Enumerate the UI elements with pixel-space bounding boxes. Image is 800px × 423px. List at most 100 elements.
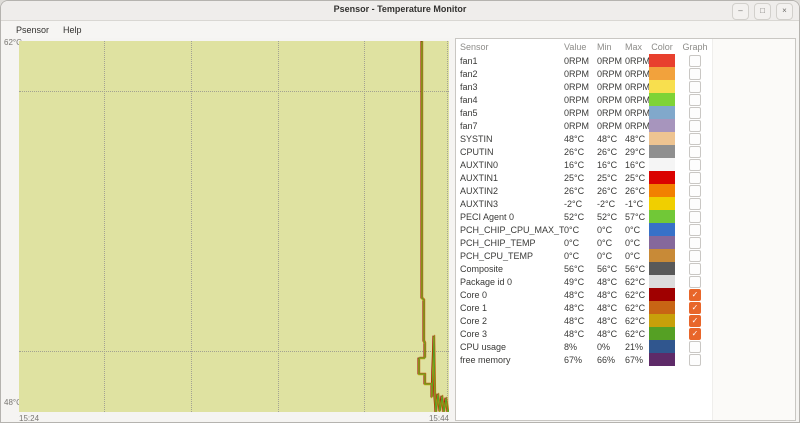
color-swatch[interactable] <box>649 262 675 275</box>
graph-checkbox[interactable] <box>689 197 701 210</box>
sensor-row[interactable]: Core 0 48°C 48°C 62°C ✓ <box>456 288 795 301</box>
vertical-gridline <box>278 41 279 412</box>
graph-checkbox[interactable]: ✓ <box>689 327 701 340</box>
sensor-row[interactable]: Core 2 48°C 48°C 62°C ✓ <box>456 314 795 327</box>
sensor-row[interactable]: fan4 0RPM 0RPM 0RPM <box>456 93 795 106</box>
graph-checkbox[interactable] <box>689 223 701 236</box>
sensor-min: 48°C <box>597 302 618 313</box>
graph-checkbox[interactable]: ✓ <box>689 301 701 314</box>
sensor-row[interactable]: fan3 0RPM 0RPM 0RPM <box>456 80 795 93</box>
sensor-row[interactable]: AUXTIN3 -2°C -2°C -1°C <box>456 197 795 210</box>
color-swatch[interactable] <box>649 249 675 262</box>
graph-checkbox[interactable] <box>689 132 701 145</box>
close-button[interactable]: × <box>776 3 793 20</box>
color-swatch[interactable] <box>649 223 675 236</box>
graph-checkbox[interactable] <box>689 93 701 106</box>
graph-checkbox[interactable] <box>689 262 701 275</box>
graph-checkbox[interactable]: ✓ <box>689 288 701 301</box>
sensor-row[interactable]: fan2 0RPM 0RPM 0RPM <box>456 67 795 80</box>
color-swatch[interactable] <box>649 80 675 93</box>
graph-checkbox[interactable] <box>689 236 701 249</box>
color-swatch[interactable] <box>649 184 675 197</box>
sensor-min: 0RPM <box>597 107 623 118</box>
color-swatch[interactable] <box>649 275 675 288</box>
color-swatch[interactable] <box>649 340 675 353</box>
sensor-row[interactable]: CPU usage 8% 0% 21% <box>456 340 795 353</box>
sensor-max: 56°C <box>625 263 646 274</box>
graph-checkbox[interactable] <box>689 184 701 197</box>
sensor-name: Composite <box>460 263 504 274</box>
color-swatch[interactable] <box>649 314 675 327</box>
column-header-value[interactable]: Value <box>564 41 587 52</box>
maximize-button[interactable]: □ <box>754 3 771 20</box>
graph-checkbox[interactable] <box>689 249 701 262</box>
color-swatch[interactable] <box>649 132 675 145</box>
temperature-graph[interactable] <box>19 41 449 412</box>
sensor-row[interactable]: fan5 0RPM 0RPM 0RPM <box>456 106 795 119</box>
sensor-row[interactable]: free memory 67% 66% 67% <box>456 353 795 366</box>
sensor-min: 48°C <box>597 133 618 144</box>
sensor-row[interactable]: SYSTIN 48°C 48°C 48°C <box>456 132 795 145</box>
graph-checkbox[interactable]: ✓ <box>689 314 701 327</box>
color-swatch[interactable] <box>649 236 675 249</box>
graph-checkbox[interactable] <box>689 145 701 158</box>
column-header-max[interactable]: Max <box>625 41 643 52</box>
sensor-row[interactable]: CPUTIN 26°C 26°C 29°C <box>456 145 795 158</box>
graph-checkbox[interactable] <box>689 275 701 288</box>
color-swatch[interactable] <box>649 171 675 184</box>
sensor-row[interactable]: AUXTIN2 26°C 26°C 26°C <box>456 184 795 197</box>
sensor-row[interactable]: AUXTIN0 16°C 16°C 16°C <box>456 158 795 171</box>
graph-checkbox[interactable] <box>689 340 701 353</box>
color-swatch[interactable] <box>649 67 675 80</box>
graph-checkbox[interactable] <box>689 210 701 223</box>
sensor-row[interactable]: fan1 0RPM 0RPM 0RPM <box>456 54 795 67</box>
panel-gutter <box>712 39 795 420</box>
sensor-row[interactable]: Core 1 48°C 48°C 62°C ✓ <box>456 301 795 314</box>
sensor-max: 29°C <box>625 146 646 157</box>
sensor-row[interactable]: fan7 0RPM 0RPM 0RPM <box>456 119 795 132</box>
graph-checkbox[interactable] <box>689 158 701 171</box>
color-swatch[interactable] <box>649 353 675 366</box>
column-header-sensor[interactable]: Sensor <box>460 41 489 52</box>
sensor-row[interactable]: Core 3 48°C 48°C 62°C ✓ <box>456 327 795 340</box>
color-swatch[interactable] <box>649 210 675 223</box>
sensor-row[interactable]: PECI Agent 0 52°C 52°C 57°C <box>456 210 795 223</box>
graph-checkbox[interactable] <box>689 171 701 184</box>
sensor-row[interactable]: AUXTIN1 25°C 25°C 25°C <box>456 171 795 184</box>
sensor-row[interactable]: PCH_CPU_TEMP 0°C 0°C 0°C <box>456 249 795 262</box>
sensor-row[interactable]: PCH_CHIP_TEMP 0°C 0°C 0°C <box>456 236 795 249</box>
color-swatch[interactable] <box>649 106 675 119</box>
color-swatch[interactable] <box>649 54 675 67</box>
color-swatch[interactable] <box>649 145 675 158</box>
menu-item-psensor[interactable]: Psensor <box>16 24 50 35</box>
sensor-max: 0°C <box>625 237 641 248</box>
graph-checkbox[interactable] <box>689 54 701 67</box>
column-header-graph[interactable]: Graph <box>682 41 708 52</box>
menu-item-help[interactable]: Help <box>63 24 82 35</box>
menu-bar: Psensor Help <box>1 21 799 38</box>
graph-checkbox[interactable] <box>689 80 701 93</box>
color-swatch[interactable] <box>649 327 675 340</box>
color-swatch[interactable] <box>649 93 675 106</box>
graph-checkbox[interactable] <box>689 106 701 119</box>
graph-checkbox[interactable] <box>689 353 701 366</box>
graph-checkbox[interactable] <box>689 67 701 80</box>
sensor-min: 26°C <box>597 146 618 157</box>
sensor-min: -2°C <box>597 198 616 209</box>
temperature-lines <box>417 41 449 412</box>
sensor-row[interactable]: Package id 0 49°C 48°C 62°C <box>456 275 795 288</box>
color-swatch[interactable] <box>649 158 675 171</box>
column-header-min[interactable]: Min <box>597 41 612 52</box>
color-swatch[interactable] <box>649 288 675 301</box>
sensor-row[interactable]: Composite 56°C 56°C 56°C <box>456 262 795 275</box>
minimize-button[interactable]: – <box>732 3 749 20</box>
vertical-gridline <box>364 41 365 412</box>
color-swatch[interactable] <box>649 119 675 132</box>
color-swatch[interactable] <box>649 197 675 210</box>
sensor-value: 8% <box>564 341 578 352</box>
color-swatch[interactable] <box>649 301 675 314</box>
graph-checkbox[interactable] <box>689 119 701 132</box>
title-bar[interactable]: Psensor - Temperature Monitor – □ × <box>1 1 799 21</box>
column-header-color[interactable]: Color <box>651 41 673 52</box>
